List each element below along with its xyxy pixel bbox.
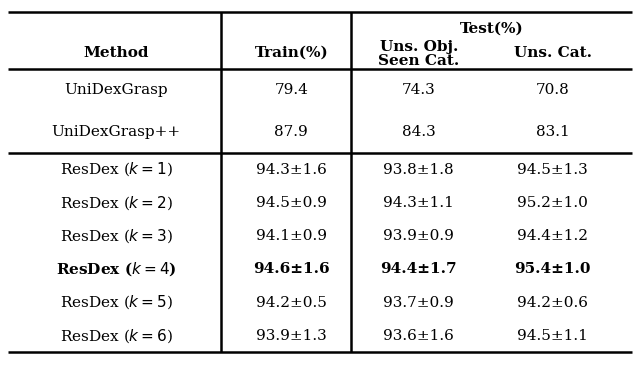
Text: ResDex ($k = 2$): ResDex ($k = 2$) — [60, 194, 173, 212]
Text: Method: Method — [83, 46, 149, 60]
Text: 79.4: 79.4 — [275, 83, 308, 97]
Text: Uns. Cat.: Uns. Cat. — [513, 46, 591, 60]
Text: 94.3±1.6: 94.3±1.6 — [256, 163, 327, 177]
Text: 94.5±1.3: 94.5±1.3 — [517, 163, 588, 177]
Text: 83.1: 83.1 — [536, 125, 570, 139]
Text: Test(%): Test(%) — [460, 21, 524, 35]
Text: 94.5±0.9: 94.5±0.9 — [256, 196, 327, 210]
Text: 94.2±0.6: 94.2±0.6 — [517, 296, 588, 309]
Text: UniDexGrasp++: UniDexGrasp++ — [52, 125, 180, 139]
Text: ResDex ($k = 3$): ResDex ($k = 3$) — [60, 227, 173, 245]
Text: 74.3: 74.3 — [402, 83, 436, 97]
Text: 94.4±1.7: 94.4±1.7 — [380, 262, 457, 276]
Text: 93.9±0.9: 93.9±0.9 — [383, 229, 454, 243]
Text: UniDexGrasp: UniDexGrasp — [64, 83, 168, 97]
Text: ResDex ($k = 1$): ResDex ($k = 1$) — [60, 161, 173, 178]
Text: 95.2±1.0: 95.2±1.0 — [517, 196, 588, 210]
Text: 95.4±1.0: 95.4±1.0 — [515, 262, 591, 276]
Text: 94.4±1.2: 94.4±1.2 — [517, 229, 588, 243]
Text: Train(%): Train(%) — [255, 46, 328, 60]
Text: ResDex ($k = 6$): ResDex ($k = 6$) — [60, 327, 173, 344]
Text: 84.3: 84.3 — [402, 125, 436, 139]
Text: 94.2±0.5: 94.2±0.5 — [256, 296, 327, 309]
Text: 93.8±1.8: 93.8±1.8 — [383, 163, 454, 177]
Text: 94.1±0.9: 94.1±0.9 — [256, 229, 327, 243]
Text: Seen Cat.: Seen Cat. — [378, 54, 460, 68]
Text: 94.6±1.6: 94.6±1.6 — [253, 262, 330, 276]
Text: 70.8: 70.8 — [536, 83, 570, 97]
Text: ResDex ($k = 4$): ResDex ($k = 4$) — [56, 261, 177, 278]
Text: 93.9±1.3: 93.9±1.3 — [256, 329, 326, 343]
Text: 94.5±1.1: 94.5±1.1 — [517, 329, 588, 343]
Text: 93.7±0.9: 93.7±0.9 — [383, 296, 454, 309]
Text: 87.9: 87.9 — [275, 125, 308, 139]
Text: ResDex ($k = 5$): ResDex ($k = 5$) — [60, 294, 173, 311]
Text: 93.6±1.6: 93.6±1.6 — [383, 329, 454, 343]
Text: Uns. Obj.: Uns. Obj. — [380, 40, 458, 54]
Text: 94.3±1.1: 94.3±1.1 — [383, 196, 454, 210]
